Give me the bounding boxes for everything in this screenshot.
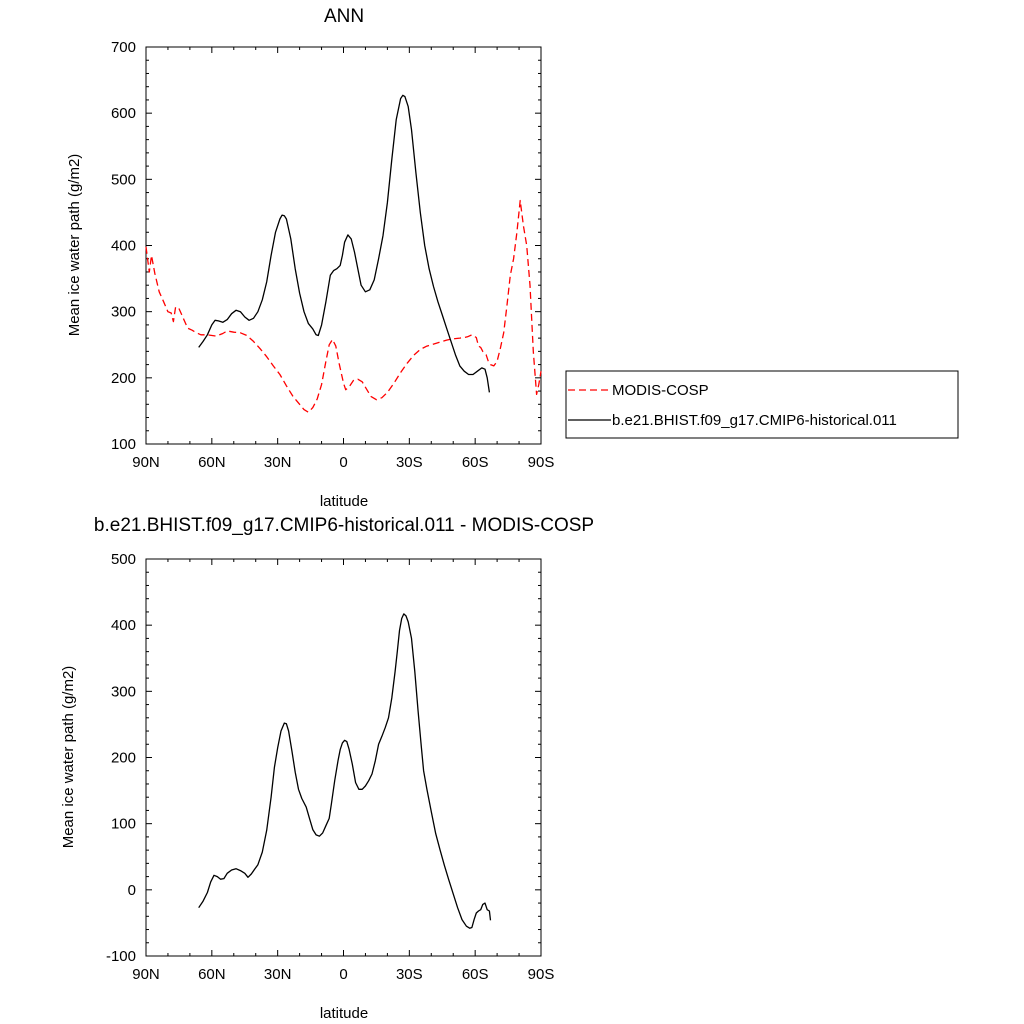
x-tick-label: 60N bbox=[198, 966, 226, 983]
bottom-chart-title: b.e21.BHIST.f09_g17.CMIP6-historical.011… bbox=[94, 515, 594, 536]
y-tick-label: 200 bbox=[111, 370, 136, 387]
series-line-difference bbox=[198, 613, 492, 929]
y-tick-label: 300 bbox=[111, 683, 136, 700]
bottom-chart-panel: b.e21.BHIST.f09_g17.CMIP6-historical.011… bbox=[60, 515, 594, 1022]
y-tick-label: 400 bbox=[111, 617, 136, 634]
y-tick-label: 100 bbox=[111, 816, 136, 833]
x-tick-label: 90N bbox=[132, 966, 160, 983]
x-tick-label: 30S bbox=[396, 454, 423, 471]
y-tick-label: 300 bbox=[111, 304, 136, 321]
x-tick-label: 90N bbox=[132, 454, 160, 471]
bottom-y-axis-label: Mean ice water path (g/m2) bbox=[60, 666, 77, 849]
x-tick-label: 0 bbox=[339, 454, 347, 471]
top-chart-title: ANN bbox=[324, 6, 364, 27]
x-tick-label: 60S bbox=[462, 454, 489, 471]
legend: MODIS-COSP b.e21.BHIST.f09_g17.CMIP6-his… bbox=[565, 370, 959, 439]
x-tick-label: 60N bbox=[198, 454, 226, 471]
x-tick-label: 90S bbox=[528, 966, 555, 983]
x-tick-label: 90S bbox=[528, 454, 555, 471]
top-x-axis-label: latitude bbox=[320, 493, 368, 510]
y-tick-label: 700 bbox=[111, 39, 136, 56]
bottom-chart-series bbox=[198, 613, 492, 929]
bottom-chart-ticks: 90N 60N 30N 0 30S 60S 90S -100 0 100 200 300 400 500 bbox=[106, 551, 554, 983]
y-tick-label: -100 bbox=[106, 948, 136, 965]
x-tick-label: 30S bbox=[396, 966, 423, 983]
y-tick-label: 400 bbox=[111, 238, 136, 255]
y-tick-label: 500 bbox=[111, 171, 136, 188]
y-tick-label: 200 bbox=[111, 750, 136, 767]
x-tick-label: 30N bbox=[264, 454, 292, 471]
legend-label-model: b.e21.BHIST.f09_g17.CMIP6-historical.011 bbox=[612, 412, 897, 429]
y-tick-label: 500 bbox=[111, 551, 136, 568]
top-chart-series bbox=[145, 94, 542, 413]
series-line-modis-cosp bbox=[145, 199, 542, 413]
x-tick-label: 60S bbox=[462, 966, 489, 983]
y-tick-label: 100 bbox=[111, 436, 136, 453]
top-chart-panel: ANN 90N 60N 30N 0 30S 60S 90S 100 200 300 400 500 60… bbox=[66, 6, 959, 510]
series-line-b-e21-bhist-f09-g17-cmip6-historical-011 bbox=[198, 94, 491, 393]
top-chart-ticks: 90N 60N 30N 0 30S 60S 90S 100 200 300 400 500 600 700 bbox=[111, 39, 554, 471]
bottom-x-axis-label: latitude bbox=[320, 1005, 368, 1022]
y-tick-label: 600 bbox=[111, 105, 136, 122]
top-y-axis-label: Mean ice water path (g/m2) bbox=[66, 154, 83, 337]
y-tick-label: 0 bbox=[128, 882, 136, 899]
x-tick-label: 0 bbox=[339, 966, 347, 983]
x-tick-label: 30N bbox=[264, 966, 292, 983]
legend-box bbox=[565, 370, 959, 439]
legend-label-modis: MODIS-COSP bbox=[612, 382, 709, 399]
